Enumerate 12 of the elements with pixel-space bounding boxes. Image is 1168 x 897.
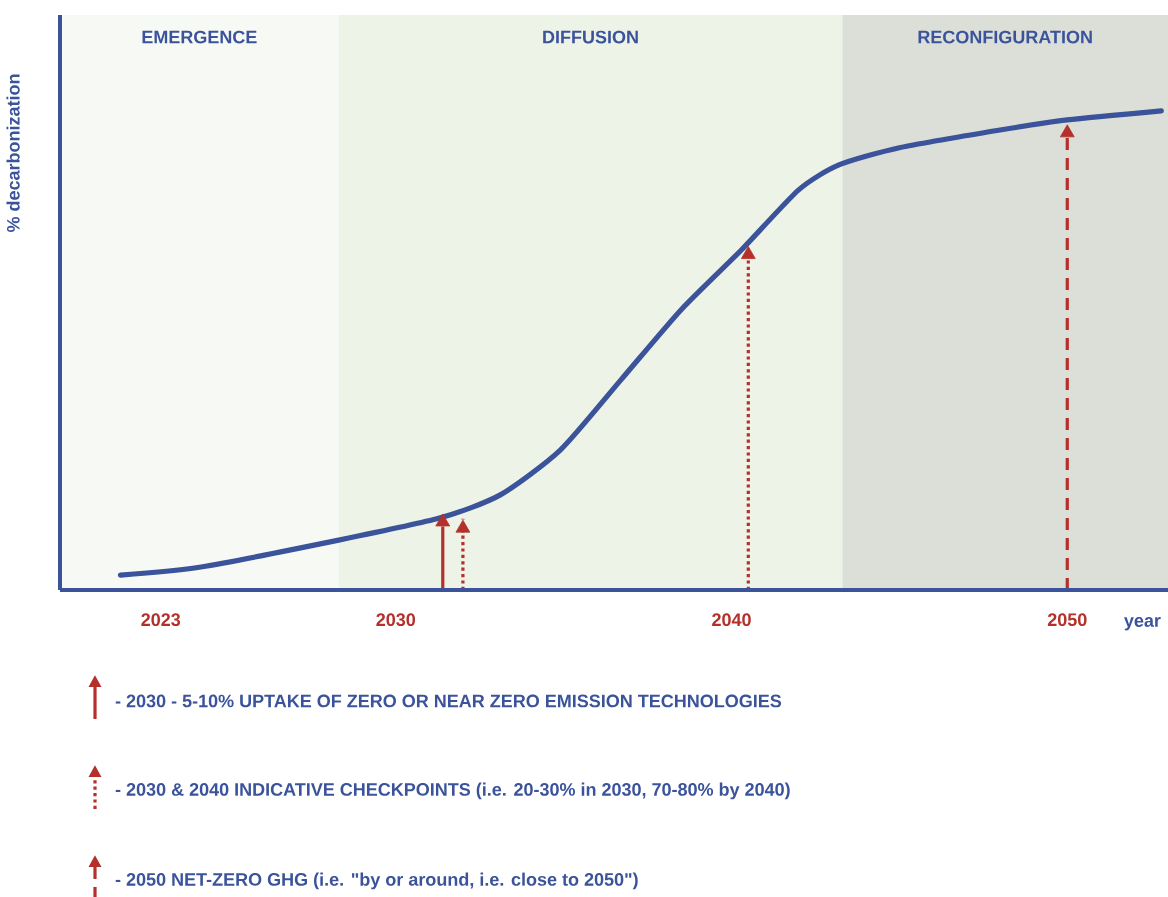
x-tick-label: 2030 bbox=[376, 613, 416, 627]
band-label: DIFFUSION bbox=[543, 30, 638, 44]
text: - 2030 - 5-10% UPTAKE OF ZERO OR NEAR ZERO EMISSION TECHNOLOGIES bbox=[115, 694, 782, 708]
x-tick-label: 2023 bbox=[141, 613, 181, 627]
x-axis-title: year bbox=[1124, 617, 1161, 631]
band-label: RECONFIGURATION bbox=[918, 30, 1092, 44]
band-label: EMERGENCE bbox=[142, 30, 257, 44]
x-tick-label: 2040 bbox=[712, 613, 751, 627]
text: - 2030 & 2040 INDICATIVE CHECKPOINTS (i.e. 20-30% in 2030, 70-80% by 2040) bbox=[115, 782, 790, 800]
x-tick-label: 2050 bbox=[1047, 613, 1087, 627]
y-axis-title: % decarbonization bbox=[6, 74, 20, 233]
text: - 2050 NET-ZERO GHG (i.e. "by or around, i.e. close to 2050") bbox=[115, 872, 638, 890]
